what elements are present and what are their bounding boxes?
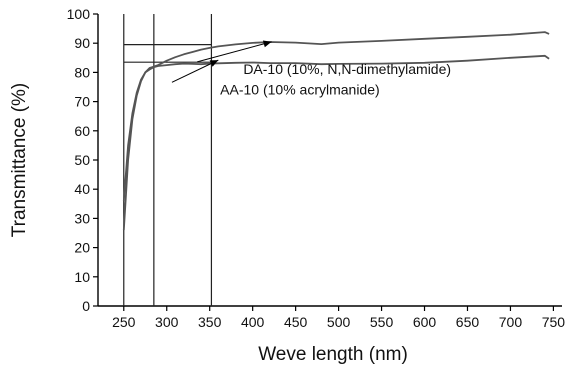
annotation-arrow-head <box>262 40 272 48</box>
x-tick-label: 750 <box>542 314 566 330</box>
x-tick-label: 550 <box>370 314 394 330</box>
x-tick-label: 250 <box>112 314 136 330</box>
annotation-label: AA-10 (10% acrylmanide) <box>220 81 380 97</box>
x-tick-label: 300 <box>155 314 179 330</box>
y-axis-label: Transmittance (%) <box>9 83 30 238</box>
series-line-2 <box>122 54 550 231</box>
y-tick-label: 100 <box>67 6 91 22</box>
y-tick-label: 30 <box>74 210 90 226</box>
x-tick-label: 450 <box>284 314 308 330</box>
y-tick-label: 40 <box>74 181 90 197</box>
y-tick-label: 20 <box>74 240 90 256</box>
annotation-arrow-head <box>209 60 219 67</box>
y-tick-label: 80 <box>74 64 90 80</box>
annotation-label: DA-10 (10%, N,N-dimethylamide) <box>243 61 451 77</box>
x-tick-label: 500 <box>327 314 351 330</box>
x-tick-label: 650 <box>456 314 480 330</box>
y-tick-label: 90 <box>74 35 90 51</box>
x-tick-label: 350 <box>198 314 222 330</box>
y-tick-label: 50 <box>74 152 90 168</box>
y-tick-label: 70 <box>74 94 90 110</box>
y-tick-label: 60 <box>74 123 90 139</box>
x-tick-label: 700 <box>499 314 523 330</box>
x-axis-label: Weve length (nm) <box>258 344 408 365</box>
x-tick-label: 400 <box>241 314 265 330</box>
x-tick-label: 600 <box>413 314 437 330</box>
y-tick-label: 0 <box>82 298 90 314</box>
annotation-arrow-line <box>171 59 219 83</box>
y-tick-label: 10 <box>74 269 90 285</box>
annotation-arrow-line <box>197 41 272 63</box>
series-line-1 <box>122 31 550 201</box>
